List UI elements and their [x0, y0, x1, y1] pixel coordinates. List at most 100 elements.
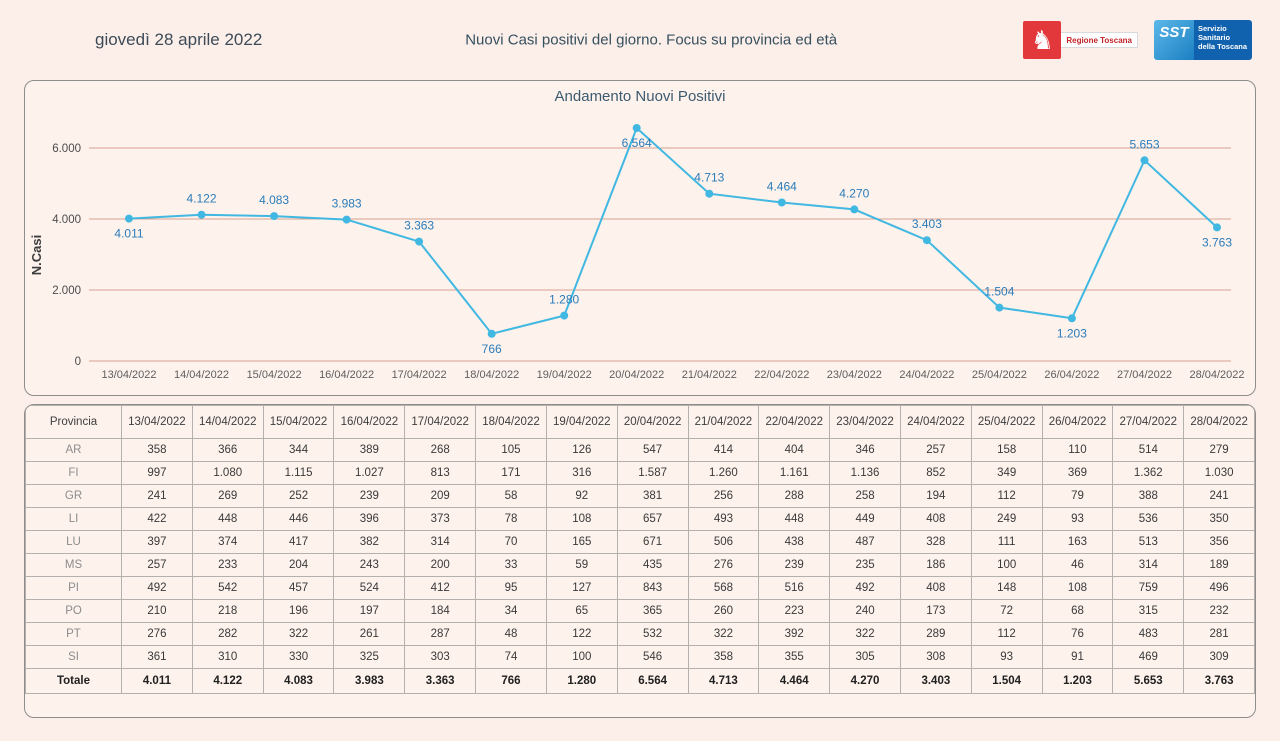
cell-value: 105	[475, 438, 547, 462]
cell-value: 350	[1183, 507, 1255, 531]
cell-value: 33	[475, 553, 547, 577]
cell-value: 422	[121, 507, 193, 531]
column-header: 19/04/2022	[545, 405, 618, 439]
total-value: 4.270	[829, 668, 901, 694]
data-label: 3.403	[912, 217, 942, 231]
column-header: 26/04/2022	[1041, 405, 1114, 439]
cell-value: 74	[475, 645, 547, 669]
column-header: Provincia	[25, 405, 122, 439]
data-point[interactable]	[922, 236, 931, 245]
cell-value: 269	[191, 484, 264, 508]
cell-value: 382	[333, 530, 406, 554]
cell-value: 93	[1041, 507, 1114, 531]
data-point[interactable]	[850, 205, 859, 214]
x-tick-label: 27/04/2022	[1117, 369, 1172, 381]
x-tick-label: 22/04/2022	[754, 369, 809, 381]
cell-value: 256	[687, 484, 760, 508]
cell-value: 232	[1183, 599, 1255, 623]
province-label: GR	[25, 484, 122, 508]
cell-value: 330	[262, 645, 335, 669]
data-point[interactable]	[1140, 156, 1149, 165]
data-label: 4.083	[259, 193, 289, 207]
cell-value: 314	[1112, 553, 1185, 577]
cell-value: 196	[262, 599, 335, 623]
cell-value: 514	[1112, 438, 1185, 462]
table-panel[interactable]: Provincia 13/04/2022 14/04/2022 15/04/2022 1…	[24, 404, 1256, 718]
data-point[interactable]	[705, 189, 714, 198]
line-chart[interactable]: 0 2.000 4.000 6.000 N.Casi 4.011 13/04/2022 4.1…	[25, 81, 1255, 395]
cell-value: 457	[262, 576, 335, 600]
cell-value: 108	[1041, 576, 1114, 600]
cell-value: 70	[475, 530, 547, 554]
data-point[interactable]	[342, 215, 351, 224]
cell-value: 438	[758, 530, 831, 554]
cell-value: 322	[262, 622, 335, 646]
cell-value: 279	[1183, 438, 1255, 462]
y-tick-label: 6.000	[52, 143, 81, 155]
cell-value: 388	[1112, 484, 1185, 508]
cell-value: 366	[191, 438, 264, 462]
cell-value: 171	[475, 461, 547, 485]
x-tick-label: 13/04/2022	[101, 369, 156, 381]
cell-value: 79	[1041, 484, 1114, 508]
x-tick-label: 24/04/2022	[899, 369, 954, 381]
data-point[interactable]	[995, 303, 1004, 312]
cell-value: 412	[404, 576, 477, 600]
cell-value: 235	[829, 553, 901, 577]
cell-value: 389	[333, 438, 406, 462]
total-value: 4.083	[262, 668, 335, 694]
cell-value: 100	[545, 645, 618, 669]
data-point[interactable]	[197, 210, 206, 219]
cell-value: 127	[545, 576, 618, 600]
total-value: 4.011	[121, 668, 193, 694]
table-row: GR 241 269 252 239 209 58 92 381 256 288 258 194 112 7…	[25, 484, 1255, 508]
cell-value: 148	[970, 576, 1043, 600]
cell-value: 72	[970, 599, 1043, 623]
province-label: FI	[25, 461, 122, 485]
province-label: PT	[25, 622, 122, 646]
cell-value: 268	[404, 438, 477, 462]
y-tick-label: 2.000	[52, 285, 81, 297]
cell-value: 158	[970, 438, 1043, 462]
cell-value: 759	[1112, 576, 1185, 600]
data-point[interactable]	[270, 212, 279, 221]
x-tick-label: 17/04/2022	[392, 369, 447, 381]
total-value: 1.280	[545, 668, 618, 694]
cell-value: 446	[262, 507, 335, 531]
cell-value: 492	[829, 576, 901, 600]
data-point[interactable]	[125, 214, 133, 223]
cell-value: 361	[121, 645, 193, 669]
cell-value: 506	[687, 530, 760, 554]
chart-panel[interactable]: Andamento Nuovi Positivi 0 2.000 4.000 6.00…	[24, 80, 1256, 396]
column-header: 28/04/2022	[1183, 405, 1255, 439]
cell-value: 349	[970, 461, 1043, 485]
x-tick-label: 28/04/2022	[1189, 369, 1244, 381]
cell-value: 404	[758, 438, 831, 462]
data-point[interactable]	[560, 311, 569, 320]
regione-toscana-label: Regione Toscana	[1061, 32, 1138, 48]
data-label: 766	[482, 342, 502, 356]
x-tick-label: 15/04/2022	[247, 369, 302, 381]
cell-value: 369	[1041, 461, 1114, 485]
column-header: 14/04/2022	[191, 405, 264, 439]
data-point[interactable]	[487, 329, 496, 338]
cell-value: 435	[616, 553, 689, 577]
table-row: LI 422 448 446 396 373 78 108 657 493 448 449 408 249…	[25, 507, 1255, 531]
cell-value: 243	[333, 553, 406, 577]
page-title: Nuovi Casi positivi del giorno. Focus su…	[465, 31, 838, 49]
data-point[interactable]	[777, 198, 786, 207]
cell-value: 261	[333, 622, 406, 646]
sst-label: Servizio Sanitario della Toscana	[1194, 20, 1252, 60]
data-point[interactable]	[415, 237, 424, 246]
cell-value: 1.362	[1112, 461, 1185, 485]
data-point[interactable]	[632, 124, 641, 132]
data-point[interactable]	[1213, 223, 1221, 232]
cell-value: 513	[1112, 530, 1185, 554]
cell-value: 381	[616, 484, 689, 508]
cell-value: 392	[758, 622, 831, 646]
cell-value: 110	[1041, 438, 1114, 462]
x-tick-label: 26/04/2022	[1044, 369, 1099, 381]
report-header: giovedì 28 aprile 2022 Nuovi Casi positi…	[0, 0, 1280, 80]
data-point[interactable]	[1067, 314, 1076, 323]
cell-value: 68	[1041, 599, 1114, 623]
